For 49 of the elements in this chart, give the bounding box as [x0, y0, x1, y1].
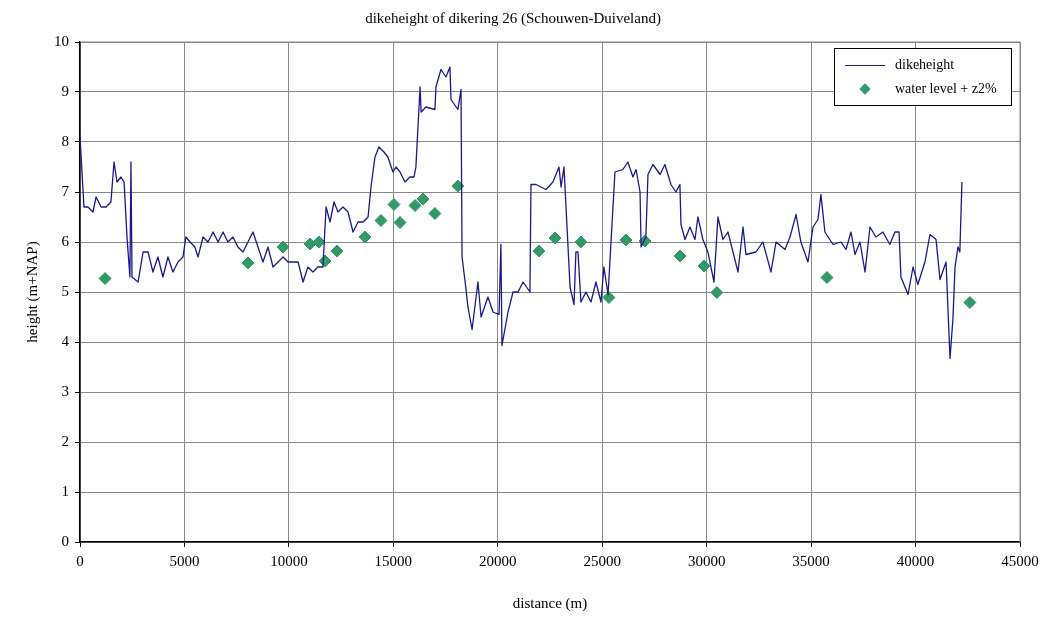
point [697, 259, 711, 273]
y-tick-label: 6 [61, 232, 70, 249]
point [241, 256, 255, 270]
x-tick-label: 15000 [374, 552, 413, 569]
point [330, 244, 344, 258]
point [710, 286, 724, 299]
point [393, 216, 407, 229]
point [408, 199, 422, 212]
y-tick-label: 8 [61, 132, 69, 149]
legend-label: water level + z2% [895, 81, 997, 97]
point [451, 179, 465, 193]
point [416, 192, 430, 206]
x-tick-label: 5000 [169, 552, 200, 569]
point [312, 235, 326, 249]
point [820, 271, 834, 284]
point [673, 249, 687, 263]
x-tick-label: 25000 [583, 552, 621, 569]
y-tick-label: 9 [61, 82, 69, 99]
point [963, 296, 977, 309]
y-axis-title: height (m+NAP) [23, 241, 41, 343]
point [574, 235, 588, 249]
point [619, 233, 633, 247]
point [358, 230, 372, 244]
point [387, 198, 401, 211]
y-tick-label: 3 [61, 382, 69, 399]
y-tick-label: 2 [61, 432, 69, 449]
x-tick-label: 45000 [1001, 552, 1039, 569]
x-tick-label: 35000 [792, 552, 830, 569]
y-tick-label: 7 [61, 182, 70, 199]
x-tick-label: 10000 [270, 552, 308, 569]
point [374, 214, 388, 227]
x-tick-label: 40000 [896, 552, 935, 569]
x-axis-title: distance (m) [512, 594, 588, 612]
point [532, 244, 546, 258]
chart-title: dikeheight of dikering 26 (Schouwen-Duiveland) [365, 9, 661, 27]
point [98, 272, 112, 285]
point [276, 240, 290, 254]
y-tick-label: 0 [61, 532, 69, 549]
y-tick-label: 10 [54, 32, 69, 49]
x-tick-label: 20000 [479, 552, 517, 569]
x-tick-label: 0 [76, 552, 84, 569]
y-tick-label: 5 [61, 282, 69, 299]
y-tick-label: 4 [61, 332, 70, 349]
y-tick-label: 1 [61, 482, 69, 499]
x-tick-label: 30000 [687, 552, 726, 569]
point [602, 291, 616, 304]
legend-label: dikeheight [895, 57, 955, 73]
point [428, 207, 442, 220]
point [548, 231, 562, 245]
